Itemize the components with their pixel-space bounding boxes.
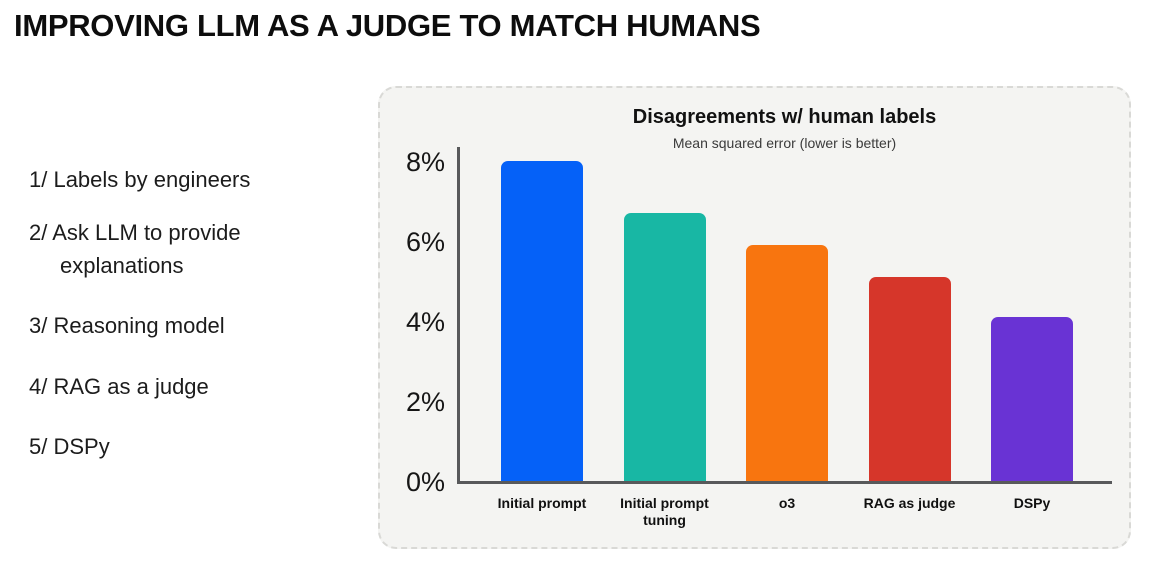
- bar-column-initial-prompt: Initial prompt: [498, 161, 586, 511]
- chart-panel: Disagreements w/ human labels Mean squar…: [378, 86, 1131, 549]
- x-axis-label-initial-prompt: Initial prompt: [497, 495, 587, 511]
- bar-dspy: [991, 317, 1073, 481]
- bar-column-dspy: DSPy: [991, 161, 1073, 511]
- bar-o3: [746, 245, 828, 481]
- y-axis-label-0: 0%: [405, 467, 445, 497]
- y-axis-label-8: 8%: [405, 147, 445, 177]
- bar-rag-as-judge: [868, 277, 951, 481]
- y-axis-label-2: 2%: [405, 387, 445, 417]
- bars: Initial prompt Initial prompt tuning o3 RAG…: [498, 161, 1073, 528]
- step-item-dspy: 5/ DSPy: [29, 434, 110, 459]
- step-item-reasoning-model: 3/ Reasoning model: [29, 313, 225, 338]
- bar-column-initial-prompt-tuning: Initial prompt tuning: [620, 161, 709, 528]
- x-axis-label-initial-prompt-tuning: Initial prompt tuning: [620, 495, 709, 528]
- y-axis-label-6: 6%: [405, 227, 445, 257]
- y-axis-label-4: 4%: [405, 307, 445, 337]
- y-axis-line: [457, 147, 460, 484]
- x-axis-label-dspy: DSPy: [1013, 495, 1051, 511]
- slide-title: IMPROVING LLM AS A JUDGE TO MATCH HUMANS: [14, 8, 761, 43]
- step-item-rag-as-judge: 4/ RAG as a judge: [29, 374, 209, 399]
- x-axis-label-o3: o3: [778, 495, 796, 511]
- bar-column-rag-as-judge: RAG as judge: [864, 161, 955, 511]
- chart-subtitle: Mean squared error (lower is better): [672, 135, 897, 151]
- step-item-ask-llm-explanations: 2/ Ask LLM to provide explanations: [29, 220, 241, 278]
- bar-initial-prompt-tuning: [623, 213, 706, 481]
- chart-title: Disagreements w/ human labels: [632, 106, 937, 128]
- x-axis-line: [457, 481, 1112, 484]
- bar-initial-prompt: [501, 161, 583, 481]
- x-axis-label-rag-as-judge: RAG as judge: [863, 495, 956, 511]
- bar-column-o3: o3: [746, 161, 828, 511]
- step-item-labels-by-engineers: 1/ Labels by engineers: [29, 167, 251, 192]
